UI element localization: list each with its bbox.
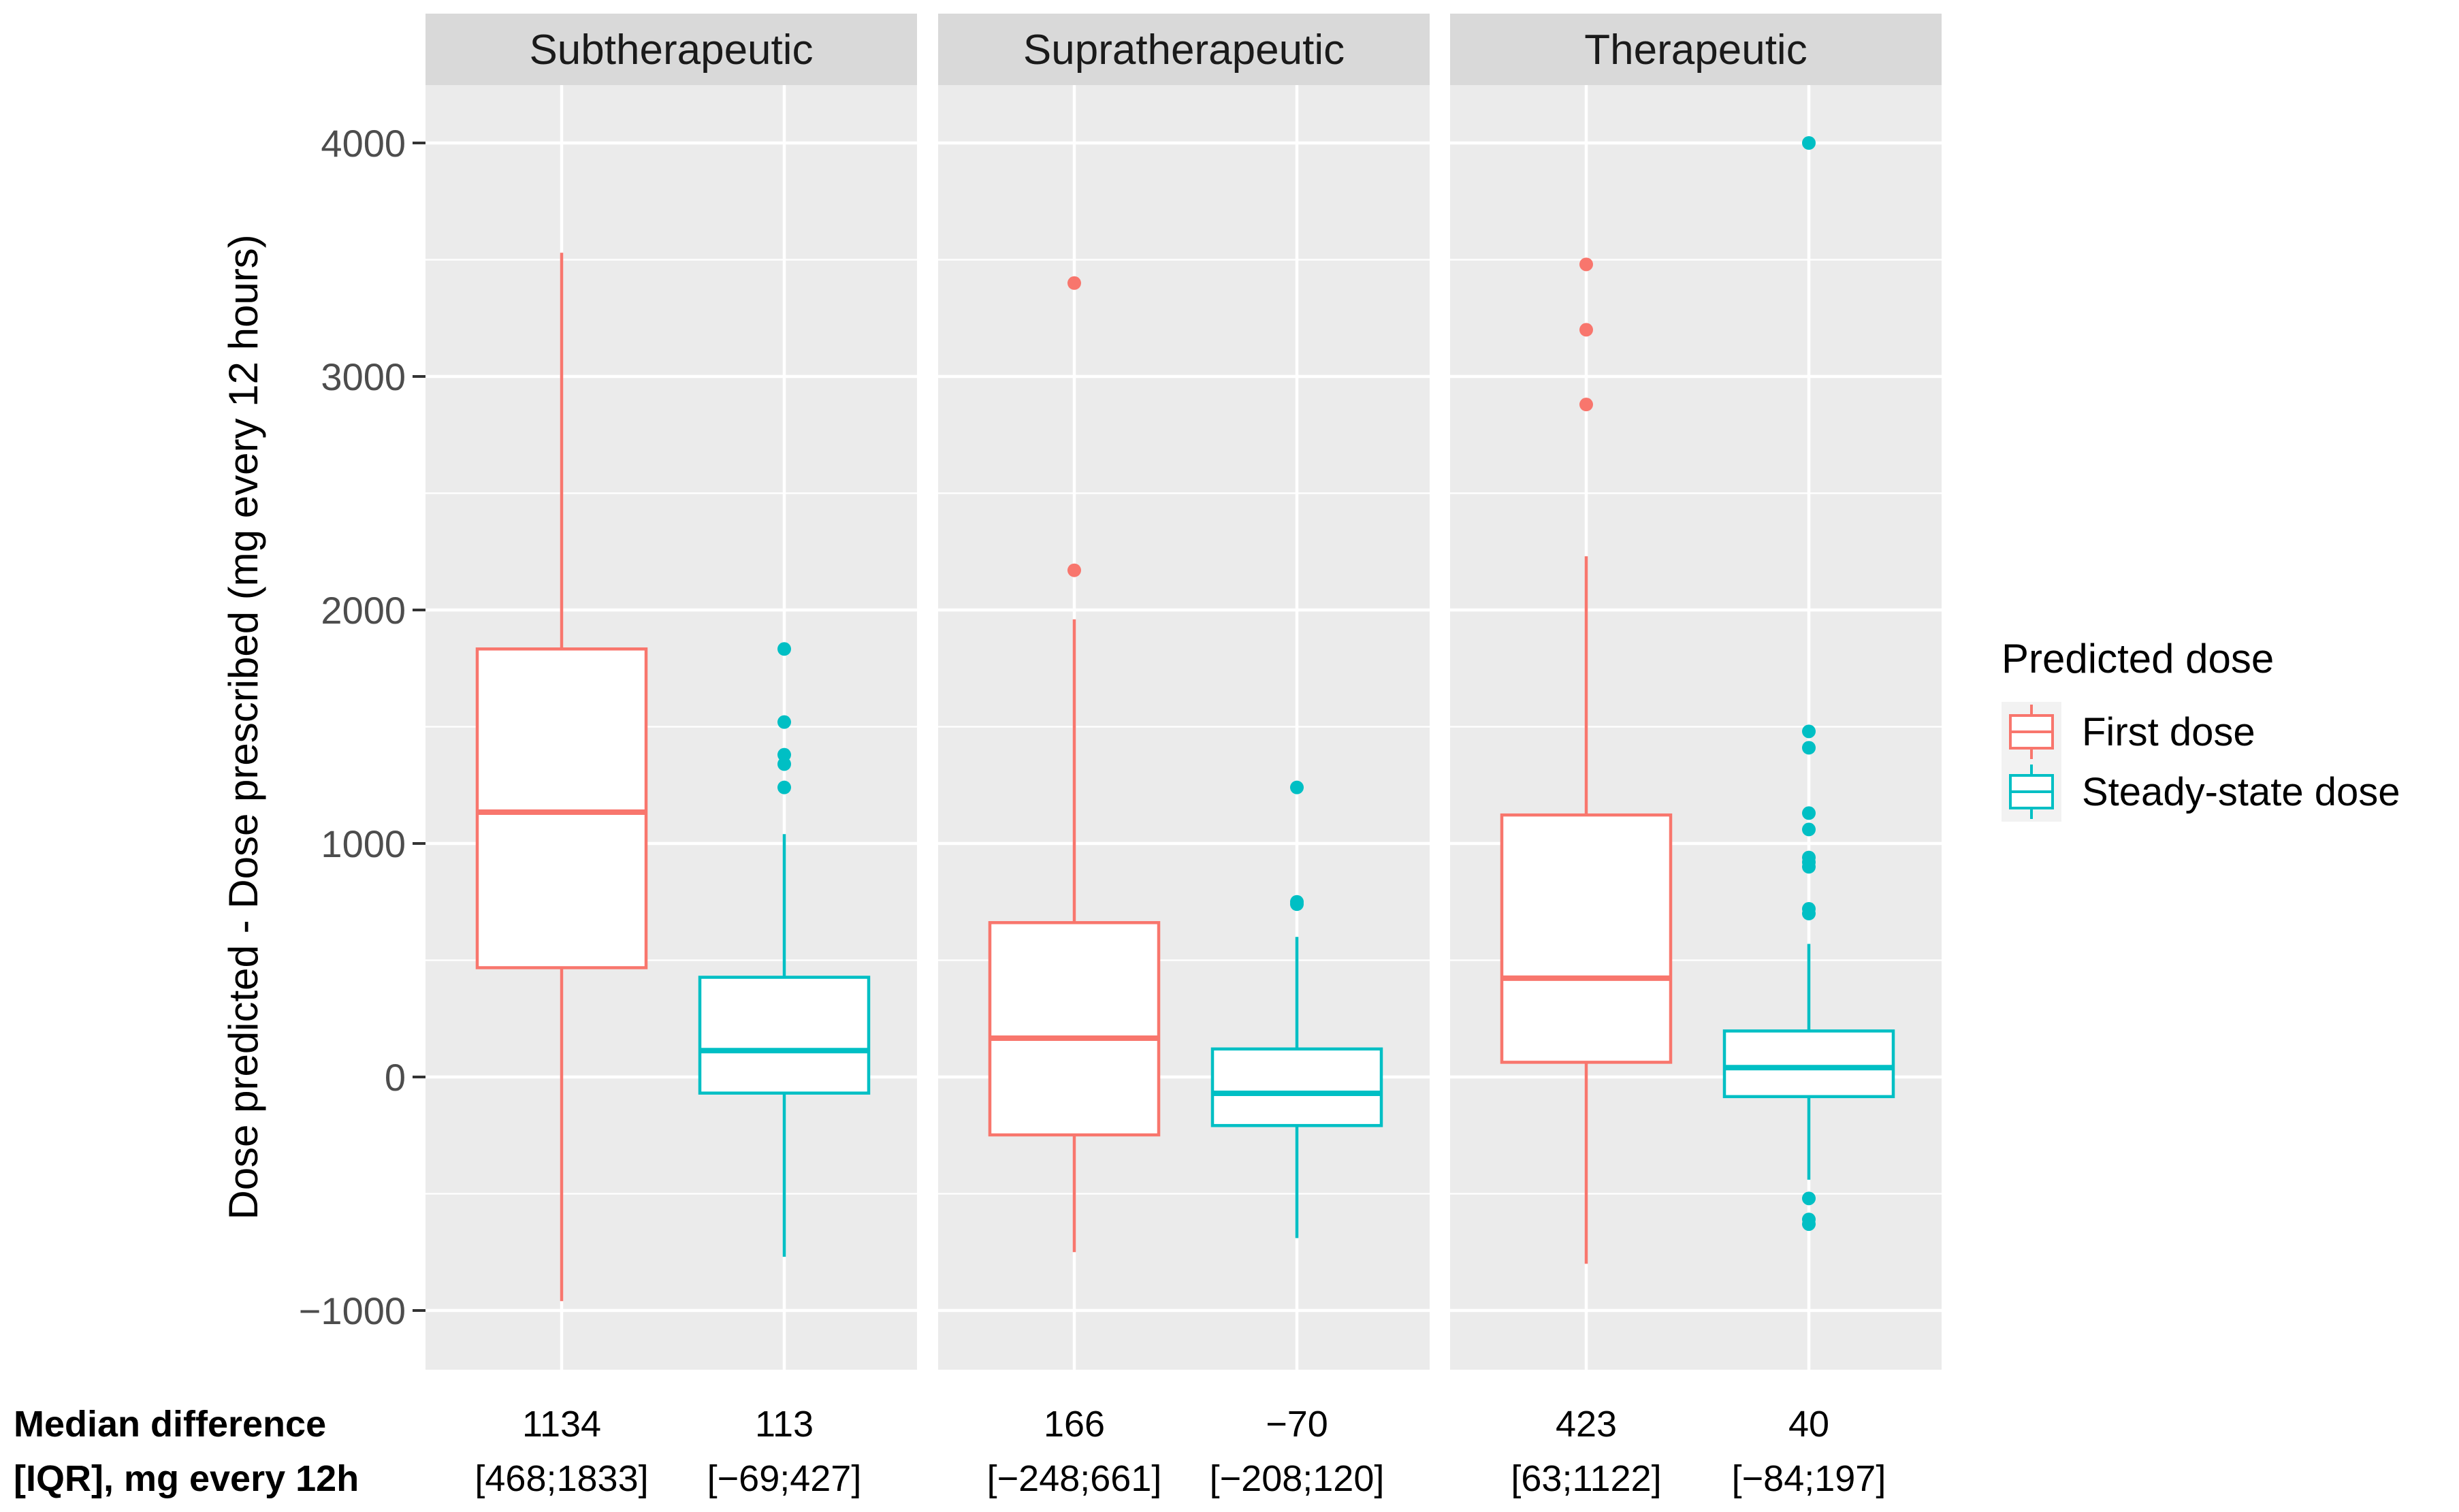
median-value: 423 [1556,1404,1617,1445]
boxplot-steady-state-dose [1722,136,1895,1232]
outlier-point [777,757,791,771]
boxplot-first-dose [475,253,648,1302]
legend-title: Predicted dose [2002,636,2274,681]
y-tick-label: −1000 [299,1289,406,1332]
legend-label: Steady-state dose [2082,770,2400,814]
iqr-value: [−69;427] [707,1458,862,1499]
iqr-value: [63;1122] [1511,1458,1661,1499]
facet-panel: Therapeutic [1450,14,1942,1370]
iqr-box [475,647,648,969]
outlier-point [1579,257,1593,272]
iqr-box [1210,1047,1383,1127]
outlier-point [1802,1217,1816,1232]
median-value: 113 [755,1404,814,1445]
y-tick-label: 3000 [321,355,406,398]
facet-title: Supratherapeutic [1023,27,1345,74]
legend-entry: First dose [2002,702,2255,762]
outlier-point [1579,398,1593,412]
facet-panel: Supratherapeutic [938,14,1430,1370]
iqr-value: [−84;197] [1732,1458,1886,1499]
outlier-point [777,642,791,656]
facet-title: Subtherapeutic [529,27,813,74]
legend-label: First dose [2082,710,2255,754]
y-tick-label: 4000 [321,122,406,165]
y-axis: −1000 0 1000 2000 3000 4000 [299,122,425,1332]
outlier-point [1802,136,1816,150]
outlier-point [777,715,791,729]
y-tick-label: 2000 [321,589,406,632]
footer-label-line1: Median difference [14,1404,326,1445]
outlier-point [1802,906,1816,920]
outlier-point [1802,1191,1816,1206]
panels-layer: Subtherapeutic Supratherapeutic Therapeuti… [425,14,1942,1370]
outlier-point [1802,741,1816,755]
facet-title: Therapeutic [1584,27,1807,74]
median-value: 1134 [522,1404,601,1445]
boxplot-first-dose [1500,257,1673,1264]
iqr-box [1500,813,1673,1064]
outlier-point [777,747,791,762]
outlier-point [1802,822,1816,837]
y-tick-label: 1000 [321,822,406,865]
median-value: −70 [1266,1404,1328,1445]
outlier-point [1802,724,1816,739]
iqr-box [1722,1029,1895,1099]
iqr-box [988,921,1161,1137]
outlier-point [1067,276,1081,290]
facet-strip [1450,14,1942,85]
boxplot-first-dose [988,276,1161,1253]
footer-label-line2: [IQR], mg every 12h [14,1458,359,1499]
outlier-point [1579,323,1593,337]
outlier-point [1802,860,1816,874]
median-value: 166 [1044,1404,1105,1445]
outlier-point [1290,780,1304,794]
iqr-value: [468;1833] [475,1458,648,1499]
outlier-point [1802,806,1816,820]
median-iqr-footer: Median difference [IQR], mg every 12h 11… [14,1404,1886,1499]
iqr-value: [−248;661] [987,1458,1162,1499]
outlier-point [777,780,791,794]
iqr-box [698,976,871,1095]
iqr-value: [−208;120] [1210,1458,1385,1499]
legend-entry: Steady-state dose [2002,762,2400,822]
y-axis-title: Dose predicted - Dose prescribed (mg eve… [221,234,266,1219]
median-value: 40 [1788,1404,1829,1445]
outlier-point [1067,563,1081,577]
facet-strip [425,14,917,85]
outlier-point [1290,897,1304,912]
boxplot-steady-state-dose [698,642,871,1257]
facet-strip [938,14,1430,85]
legend: Predicted dose First dose Steady-state dos… [2002,636,2400,822]
facet-panel: Subtherapeutic [425,14,917,1370]
boxplot-steady-state-dose [1210,780,1383,1238]
y-tick-label: 0 [385,1056,406,1099]
